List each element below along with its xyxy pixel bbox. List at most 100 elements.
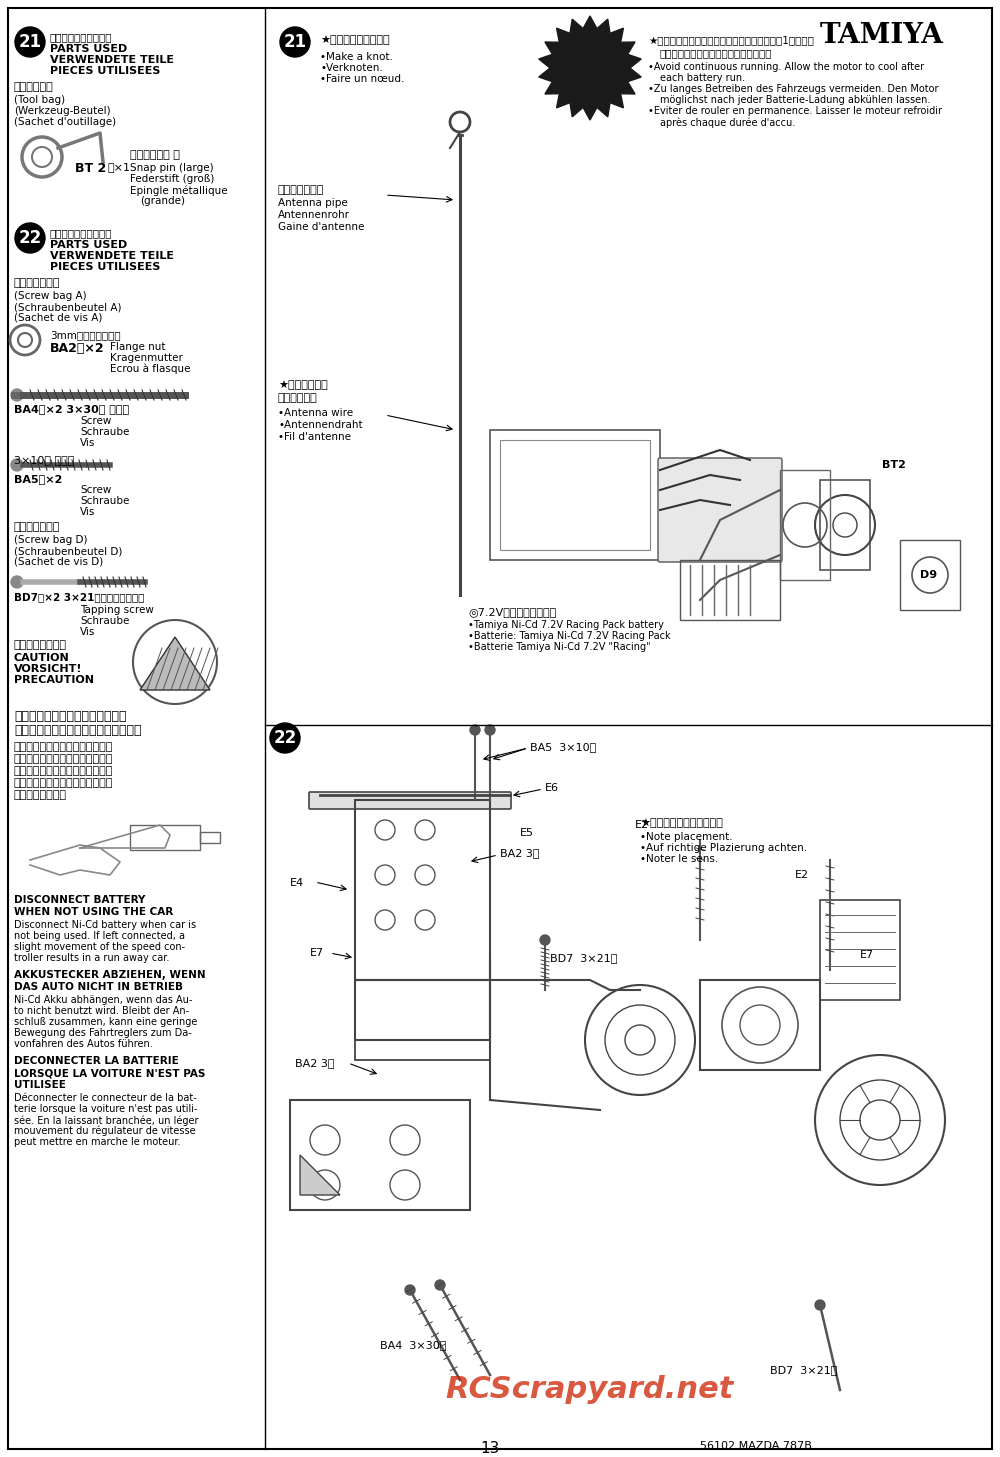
Text: TAMIYA: TAMIYA xyxy=(820,22,944,50)
Polygon shape xyxy=(300,1155,340,1195)
Text: •Batterie: Tamiya Ni-Cd 7.2V Racing Pack: •Batterie: Tamiya Ni-Cd 7.2V Racing Pack xyxy=(468,631,671,641)
Text: 抜いておきます。: 抜いておきます。 xyxy=(14,790,67,800)
Text: (Werkzeug-Beutel): (Werkzeug-Beutel) xyxy=(14,106,111,117)
Circle shape xyxy=(280,28,310,57)
Text: troller results in a run away car.: troller results in a run away car. xyxy=(14,953,169,963)
Text: ります。走らせないときは、必ず: ります。走らせないときは、必ず xyxy=(14,766,113,777)
Text: アンテナパイプ: アンテナパイプ xyxy=(278,185,324,195)
Text: 走行用バッテリーのコネクターを: 走行用バッテリーのコネクターを xyxy=(14,778,113,788)
Circle shape xyxy=(485,726,495,734)
Text: VORSICHT!: VORSICHT! xyxy=(14,664,82,675)
Text: BD7  3×21㎜: BD7 3×21㎜ xyxy=(550,953,617,963)
Bar xyxy=(500,440,650,549)
Text: WHEN NOT USING THE CAR: WHEN NOT USING THE CAR xyxy=(14,908,173,916)
Text: BA4  3×30㎜: BA4 3×30㎜ xyxy=(380,1340,446,1351)
Text: Déconnecter le connecteur de la bat-: Déconnecter le connecteur de la bat- xyxy=(14,1093,197,1103)
Text: ★結び目を作ります。: ★結び目を作ります。 xyxy=(320,35,390,45)
Text: après chaque durée d'accu.: après chaque durée d'accu. xyxy=(660,117,795,128)
Circle shape xyxy=(815,1300,825,1310)
Text: terie lorsque la voiture n'est pas utili-: terie lorsque la voiture n'est pas utili… xyxy=(14,1104,198,1115)
Text: •Eviter de rouler en permanence. Laisser le moteur refroidir: •Eviter de rouler en permanence. Laisser… xyxy=(648,106,942,117)
Text: •Antennendraht: •Antennendraht xyxy=(278,420,363,430)
Text: CAUTION: CAUTION xyxy=(566,67,614,77)
Text: DAS AUTO NICHT IN BETRIEB: DAS AUTO NICHT IN BETRIEB xyxy=(14,982,183,992)
Text: BA2 3㎜: BA2 3㎜ xyxy=(500,848,540,858)
Text: not being used. If left connected, a: not being used. If left connected, a xyxy=(14,931,185,941)
Text: E7: E7 xyxy=(310,949,324,959)
Text: Schraube: Schraube xyxy=(80,616,129,627)
Text: RCScrapyard.net: RCScrapyard.net xyxy=(446,1375,734,1405)
Text: PIECES UTILISEES: PIECES UTILISEES xyxy=(50,66,160,76)
Text: BA5  3×10㎜: BA5 3×10㎜ xyxy=(530,742,596,752)
Text: (Screw bag A): (Screw bag A) xyxy=(14,291,87,302)
Text: to nicht benutzt wird. Bleibt der An-: to nicht benutzt wird. Bleibt der An- xyxy=(14,1005,189,1016)
Text: 走行させない時は必ず走行用バッ: 走行させない時は必ず走行用バッ xyxy=(14,710,126,723)
Circle shape xyxy=(470,726,480,734)
Text: AKKUSTECKER ABZIEHEN, WENN: AKKUSTECKER ABZIEHEN, WENN xyxy=(14,970,206,981)
Text: each battery run.: each battery run. xyxy=(660,73,745,83)
Circle shape xyxy=(11,389,23,401)
Text: VORSICHT!: VORSICHT! xyxy=(560,77,620,87)
Text: (Schraubenbeutel A): (Schraubenbeutel A) xyxy=(14,302,122,312)
Text: slight movement of the speed con-: slight movement of the speed con- xyxy=(14,943,185,951)
Text: Schraube: Schraube xyxy=(80,495,129,506)
Text: •Verknoten.: •Verknoten. xyxy=(320,63,383,73)
Text: •Zu langes Betreiben des Fahrzeugs vermeiden. Den Motor: •Zu langes Betreiben des Fahrzeugs verme… xyxy=(648,85,938,95)
Text: LORSQUE LA VOITURE N'EST PAS: LORSQUE LA VOITURE N'EST PAS xyxy=(14,1068,205,1078)
Text: 21: 21 xyxy=(283,34,307,51)
Circle shape xyxy=(11,459,23,471)
Text: (Screw bag D): (Screw bag D) xyxy=(14,535,88,545)
Text: Bewegung des Fahrtreglers zum Da-: Bewegung des Fahrtreglers zum Da- xyxy=(14,1029,192,1037)
Bar xyxy=(200,832,220,844)
Text: Vis: Vis xyxy=(80,627,95,637)
Text: •Antenna wire: •Antenna wire xyxy=(278,408,353,418)
Text: ★向きに注意して下さい。: ★向きに注意して下さい。 xyxy=(640,817,723,828)
Text: （ビス袋詰Ｄ）: （ビス袋詰Ｄ） xyxy=(14,522,60,532)
Text: 〈使用する小物金具〉: 〈使用する小物金具〉 xyxy=(50,227,112,237)
Polygon shape xyxy=(539,16,641,119)
Text: ておくと、車が暴走することがあ: ておくと、車が暴走することがあ xyxy=(14,755,113,763)
Text: ◎7.2Vレーシングパック: ◎7.2Vレーシングパック xyxy=(468,608,556,616)
Polygon shape xyxy=(140,637,210,691)
Text: BD7・×2 3×21㎜タッピングビス: BD7・×2 3×21㎜タッピングビス xyxy=(14,592,144,602)
Text: E4: E4 xyxy=(290,879,304,887)
Bar xyxy=(490,430,660,559)
Text: DISCONNECT BATTERY: DISCONNECT BATTERY xyxy=(14,895,145,905)
Text: PRECAUTION: PRECAUTION xyxy=(14,675,94,685)
Text: Federstift (groß): Federstift (groß) xyxy=(130,173,214,184)
Text: sée. En la laissant branchée, un léger: sée. En la laissant branchée, un léger xyxy=(14,1115,198,1125)
Text: •Avoid continuous running. Allow the motor to cool after: •Avoid continuous running. Allow the mot… xyxy=(648,63,924,71)
Bar xyxy=(820,479,870,570)
Text: möglichst nach jeder Batterie-Ladung abkühlen lassen.: möglichst nach jeder Batterie-Ladung abk… xyxy=(660,95,930,105)
Text: 走行用バッテリーをつないだまま: 走行用バッテリーをつないだまま xyxy=(14,742,113,752)
Text: 注意して下さい。: 注意して下さい。 xyxy=(14,640,67,650)
Text: Epingle métallique: Epingle métallique xyxy=(130,185,228,195)
Text: (Schraubenbeutel D): (Schraubenbeutel D) xyxy=(14,546,122,557)
Text: E2: E2 xyxy=(795,870,809,880)
Text: 21: 21 xyxy=(18,34,42,51)
Text: 22: 22 xyxy=(273,728,297,747)
Text: 3×10㎜ 丸ビス: 3×10㎜ 丸ビス xyxy=(14,455,74,465)
Text: BT2: BT2 xyxy=(882,460,906,471)
Text: 〈使用する小物金具〉: 〈使用する小物金具〉 xyxy=(50,32,112,42)
Text: 注意して下さい。: 注意して下さい。 xyxy=(568,54,612,63)
Text: •Batterie Tamiya Ni-Cd 7.2V "Racing": •Batterie Tamiya Ni-Cd 7.2V "Racing" xyxy=(468,643,651,651)
Text: (Tool bag): (Tool bag) xyxy=(14,95,65,105)
Text: 56102 MAZDA 787B: 56102 MAZDA 787B xyxy=(700,1441,812,1451)
Text: Snap pin (large): Snap pin (large) xyxy=(130,163,214,173)
Text: BA2 3㎜: BA2 3㎜ xyxy=(295,1058,334,1068)
Text: PIECES UTILISEES: PIECES UTILISEES xyxy=(50,262,160,272)
Text: させたら、モーターを休ませましょう。: させたら、モーターを休ませましょう。 xyxy=(660,48,772,58)
Text: PARTS USED: PARTS USED xyxy=(50,44,127,54)
Text: BA4・×2 3×30㎜ 丸ビス: BA4・×2 3×30㎜ 丸ビス xyxy=(14,404,129,414)
Bar xyxy=(700,981,820,1069)
Text: 通します。: 通します。 xyxy=(278,393,318,404)
Text: ★連続走行はモーターを疲めます。バッテリー1本分走行: ★連続走行はモーターを疲めます。バッテリー1本分走行 xyxy=(648,35,814,45)
Text: （工具袋詰）: （工具袋詰） xyxy=(14,82,54,92)
Text: •Noter le sens.: •Noter le sens. xyxy=(640,854,718,864)
Text: ・×1: ・×1 xyxy=(108,162,131,172)
Text: peut mettre en marche le moteur.: peut mettre en marche le moteur. xyxy=(14,1136,180,1147)
Text: •Note placement.: •Note placement. xyxy=(640,832,733,842)
Bar xyxy=(900,541,960,610)
Text: •Fil d'antenne: •Fil d'antenne xyxy=(278,431,351,441)
